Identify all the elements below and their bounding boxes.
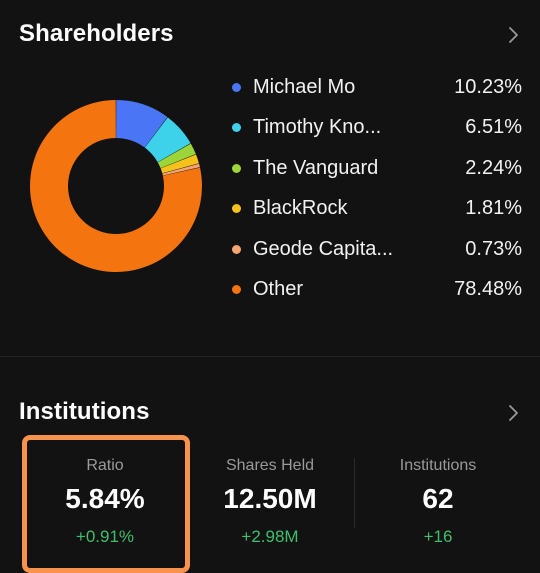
legend-item: Timothy Kno... 6.51%	[232, 108, 524, 149]
stat-change: +0.91%	[75, 527, 135, 546]
legend-item: Geode Capita... 0.73%	[232, 229, 524, 270]
donut-slice-4	[162, 163, 200, 176]
chevron-right-icon[interactable]	[506, 23, 522, 47]
legend-name: Timothy Kno...	[253, 116, 382, 139]
legend-name: Geode Capita...	[253, 237, 394, 260]
section-divider	[0, 356, 540, 357]
stat-label: Institutions	[399, 457, 477, 474]
stat-change: +2.98M	[241, 527, 299, 546]
legend-percentage: 6.51%	[465, 116, 522, 139]
donut-slice-1	[144, 117, 191, 163]
shareholders-legend: Michael Mo 10.23% Timothy Kno... 6.51% T…	[232, 67, 524, 310]
shareholders-title: Shareholders	[19, 20, 174, 47]
institution-stats: Ratio 5.84% +0.91% Shares Held 12.50M +2…	[0, 436, 540, 573]
legend-percentage: 2.24%	[465, 156, 522, 179]
legend-item: Michael Mo 10.23%	[232, 67, 524, 108]
stat-value: 12.50M	[223, 483, 317, 514]
legend-name: BlackRock	[253, 197, 348, 220]
legend-dot	[232, 123, 241, 133]
legend-item: BlackRock 1.81%	[232, 189, 524, 230]
legend-dot	[232, 244, 241, 254]
legend-percentage: 1.81%	[465, 197, 522, 220]
legend-dot	[232, 204, 241, 214]
chevron-right-icon[interactable]	[506, 401, 522, 425]
donut-slice-5	[30, 100, 202, 272]
stat-value: 5.84%	[65, 483, 145, 514]
legend-name: The Vanguard	[253, 156, 379, 179]
donut-slice-3	[160, 154, 199, 174]
stat-institutions: Institutions 62 +16	[354, 436, 522, 566]
stat-divider	[354, 458, 355, 528]
stat-label: Ratio	[86, 457, 124, 474]
legend-name: Other	[253, 278, 304, 301]
institutions-title: Institutions	[19, 398, 150, 425]
legend-name: Michael Mo	[253, 75, 356, 98]
legend-dot	[232, 82, 241, 92]
legend-dot	[232, 285, 241, 295]
donut-slice-2	[157, 143, 196, 169]
stat-shares-held: Shares Held 12.50M +2.98M	[186, 436, 354, 566]
shareholders-donut-chart	[30, 100, 202, 272]
stat-label: Shares Held	[225, 457, 315, 474]
legend-percentage: 78.48%	[454, 278, 522, 301]
legend-percentage: 0.73%	[465, 237, 522, 260]
stat-change: +16	[423, 527, 453, 546]
legend-percentage: 10.23%	[454, 75, 522, 98]
donut-slice-0	[116, 100, 168, 148]
legend-item: The Vanguard 2.24%	[232, 148, 524, 189]
legend-dot	[232, 163, 241, 173]
legend-item: Other 78.48%	[232, 270, 524, 311]
stat-value: 62	[422, 483, 454, 514]
shareholders-card[interactable]: Shareholders Michael Mo 10.23% Timothy K…	[0, 0, 540, 356]
stat-ratio: Ratio 5.84% +0.91%	[24, 436, 186, 566]
